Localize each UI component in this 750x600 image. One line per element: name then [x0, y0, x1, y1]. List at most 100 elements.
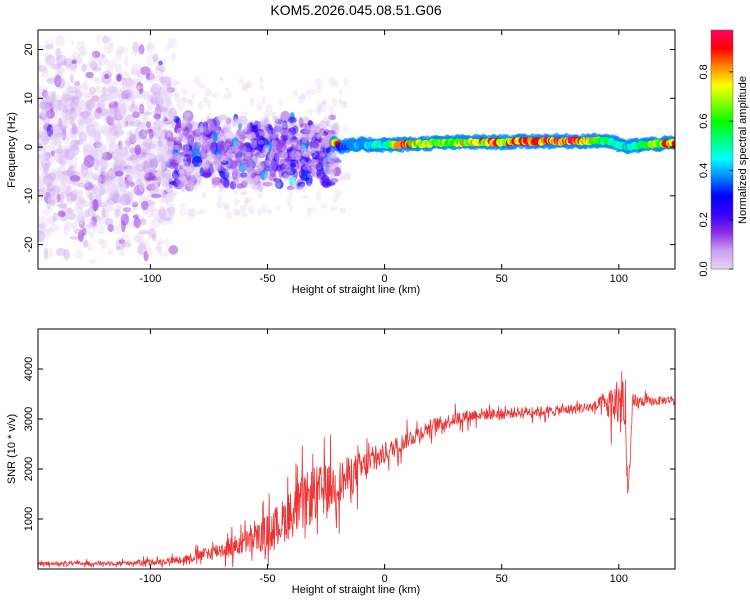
spectral-blob	[106, 129, 115, 136]
spectral-blob	[57, 141, 63, 152]
spectral-blob	[297, 181, 306, 187]
spectral-blob	[157, 149, 167, 155]
spectral-blob	[121, 232, 130, 246]
spectral-blob	[220, 154, 231, 160]
spectral-blob	[264, 160, 272, 166]
spectral-blob	[244, 159, 253, 172]
spectral-blob	[138, 180, 145, 192]
spectral-blob	[55, 248, 66, 256]
spectral-blob	[54, 101, 65, 110]
spectral-blob	[196, 129, 207, 141]
spectral-blob	[116, 187, 124, 193]
spectral-blob	[71, 96, 82, 109]
spectral-blob	[140, 116, 147, 126]
spectral-blob	[117, 101, 127, 112]
spectral-blob	[315, 106, 321, 114]
spectral-blob	[83, 146, 94, 156]
spectral-blob	[174, 146, 184, 151]
spectral-blob	[104, 220, 111, 226]
spectral-blob	[92, 214, 98, 220]
spectral-blob	[48, 176, 58, 182]
spectral-blob	[157, 136, 163, 148]
spectral-blob	[101, 111, 111, 121]
spectral-blob	[72, 174, 81, 187]
spectral-blob	[38, 216, 47, 221]
spectral-blob	[143, 167, 150, 178]
spectral-blob	[82, 143, 93, 157]
spectral-blob	[90, 93, 99, 100]
spectral-blob	[151, 178, 159, 191]
spectral-blob	[161, 190, 168, 199]
spectral-blob	[300, 163, 312, 177]
spectral-blob	[284, 168, 294, 181]
spectral-blob	[176, 153, 185, 161]
spectral-blob	[256, 208, 263, 217]
spectral-blob	[107, 248, 114, 256]
spectral-blob	[97, 174, 106, 184]
spectral-blob	[91, 147, 103, 156]
spectral-blob	[164, 129, 172, 139]
spectral-blob	[328, 160, 334, 168]
spectral-blob	[257, 140, 265, 145]
spectral-blob	[92, 199, 99, 211]
spectral-blob	[259, 137, 269, 150]
spectral-blob	[66, 212, 76, 221]
spectral-blob	[332, 122, 340, 135]
spectral-blob	[74, 81, 80, 87]
spectral-blob	[207, 121, 216, 132]
spectral-blob	[204, 128, 209, 142]
spectral-blob	[165, 78, 172, 84]
spectral-blob	[225, 117, 232, 125]
spectral-blob	[132, 41, 139, 53]
spectral-blob	[112, 113, 118, 123]
spectral-blob	[288, 127, 297, 136]
spectral-blob	[40, 97, 52, 110]
spectral-blob	[313, 123, 321, 129]
spectral-blob	[331, 195, 339, 203]
spectral-blob	[91, 56, 102, 70]
spectral-blob	[161, 160, 168, 172]
spectral-blob	[197, 101, 204, 111]
spectral-blob	[230, 153, 236, 160]
spectral-blob	[329, 205, 338, 211]
spectral-blob	[41, 170, 50, 181]
spectral-blob	[245, 79, 253, 89]
spectral-blob	[308, 159, 320, 165]
spectral-blob	[188, 207, 197, 218]
spectral-blob	[311, 148, 317, 154]
spectral-blob	[105, 172, 114, 183]
spectral-blob	[172, 162, 180, 169]
spectral-blob	[297, 93, 306, 100]
spectral-blob	[316, 101, 324, 111]
spectral-blob	[91, 187, 97, 200]
spectral-blob	[93, 129, 102, 136]
spectral-blob	[115, 105, 123, 111]
spectral-blob	[206, 153, 217, 158]
spectral-blob	[184, 182, 195, 192]
spectral-blob	[279, 134, 290, 140]
spectral-blob	[234, 209, 241, 217]
spectral-blob	[186, 164, 192, 175]
spectral-blob	[302, 151, 310, 158]
spectral-blob	[219, 114, 227, 121]
spectral-blob	[225, 144, 236, 154]
spectral-blob	[150, 193, 162, 199]
spectral-blob	[104, 169, 115, 177]
spectrogram-y-label: Frequency (Hz)	[6, 112, 18, 188]
spectral-blob	[142, 160, 150, 173]
spectral-blob	[118, 104, 126, 112]
spectral-blob	[119, 80, 131, 89]
spectral-blob	[55, 47, 61, 61]
spectral-blob	[98, 202, 108, 208]
spectral-blob	[72, 206, 84, 218]
spectral-blob	[193, 76, 201, 85]
spectral-blob	[82, 160, 90, 168]
spectral-blob	[240, 124, 247, 134]
spectral-blob	[108, 101, 119, 110]
spectral-blob	[137, 132, 144, 146]
spectral-blob	[292, 89, 298, 98]
spectral-blob	[127, 143, 138, 150]
spectral-blob	[42, 208, 51, 216]
spectral-blob	[73, 179, 81, 186]
spectral-blob	[177, 165, 185, 175]
